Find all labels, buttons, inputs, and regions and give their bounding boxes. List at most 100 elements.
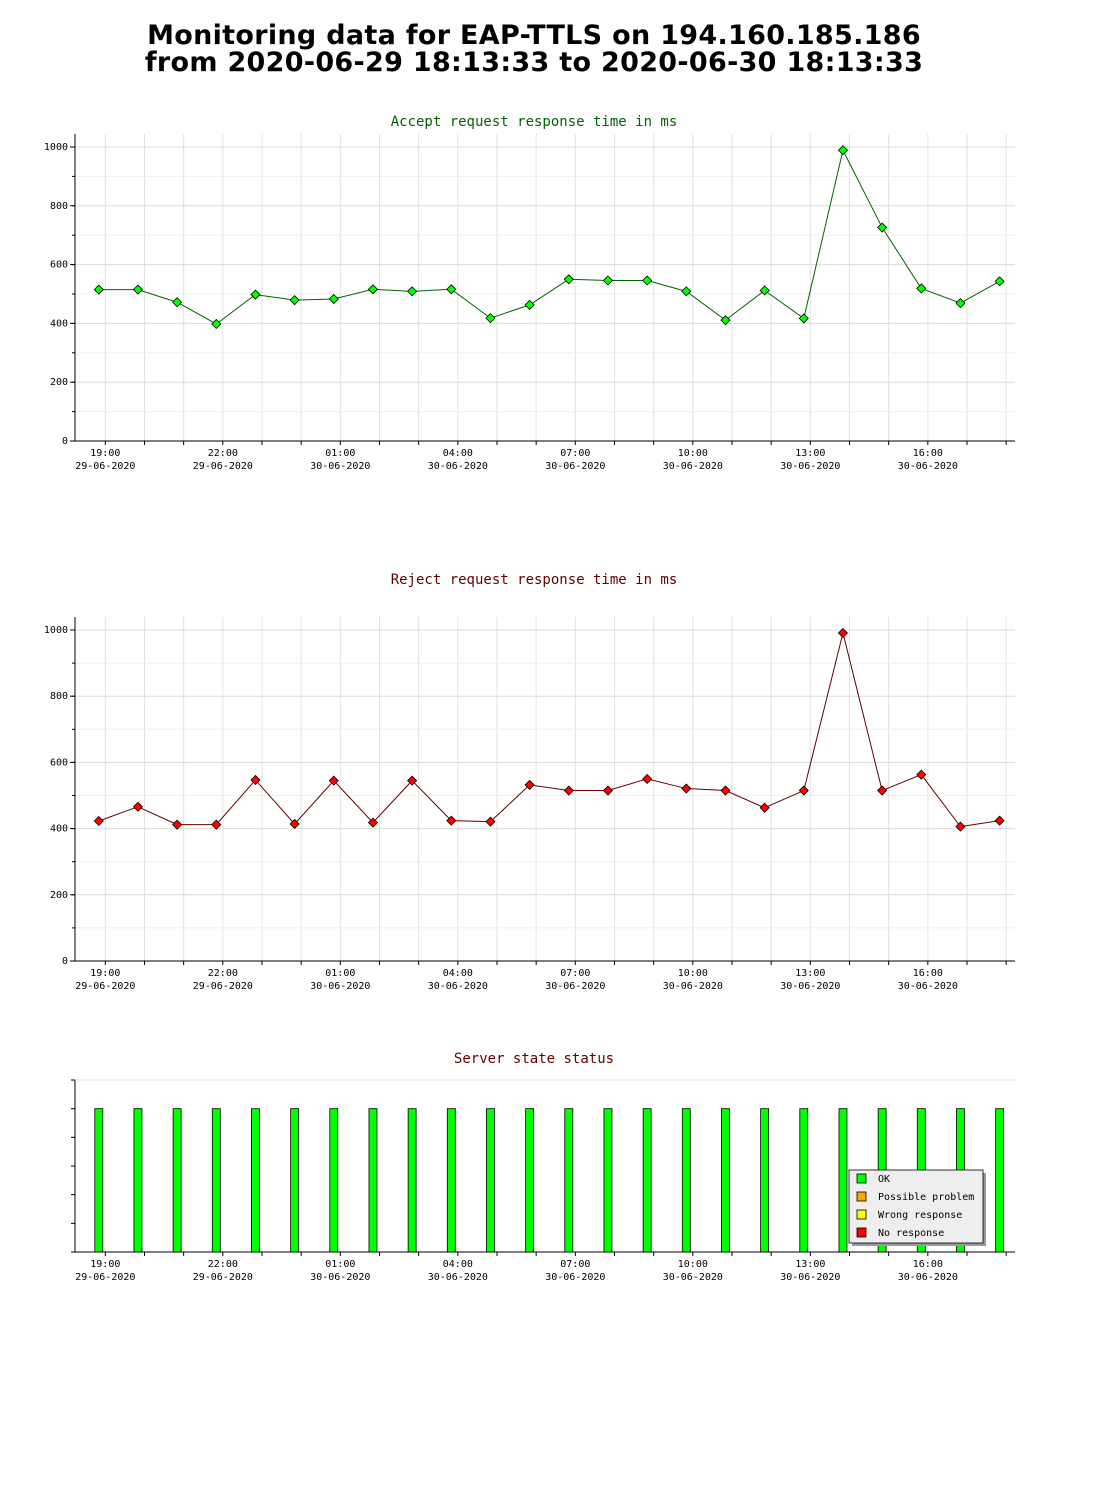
status-bar: [681, 1108, 691, 1253]
accept-chart-title: Accept request response time in ms: [391, 114, 678, 130]
status-bar: [290, 1108, 300, 1253]
y-tick-label: 1000: [44, 142, 68, 153]
series-line: [98, 632, 1000, 828]
data-point: [563, 274, 574, 285]
data-point: [250, 289, 261, 300]
data-point: [367, 284, 379, 295]
x-tick-time-label: 04:00: [443, 968, 473, 979]
legend-label: OK: [878, 1174, 890, 1185]
x-tick-date-label: 30-06-2020: [310, 461, 370, 472]
x-tick-time-label: 04:00: [443, 1259, 473, 1270]
x-tick-date-label: 29-06-2020: [193, 1272, 253, 1283]
legend-box: [848, 1169, 984, 1244]
data-point: [877, 785, 888, 796]
x-tick-date-label: 30-06-2020: [663, 461, 723, 472]
y-tick-label: 400: [50, 824, 68, 835]
x-tick-date-label: 30-06-2020: [898, 1272, 958, 1283]
x-tick-date-label: 30-06-2020: [545, 461, 605, 472]
data-point: [289, 818, 300, 830]
legend-swatch: [856, 1209, 867, 1220]
data-point: [642, 275, 653, 286]
x-tick-date-label: 30-06-2020: [898, 461, 958, 472]
y-tick-label: 400: [50, 318, 68, 329]
data-point: [759, 802, 770, 813]
data-point: [407, 286, 418, 297]
x-tick-time-label: 22:00: [208, 448, 238, 459]
x-tick-time-label: 07:00: [560, 968, 590, 979]
data-point: [563, 785, 574, 796]
data-point: [250, 774, 261, 786]
x-tick-date-label: 30-06-2020: [780, 1272, 840, 1283]
page-title-line1: Monitoring data for EAP-TTLS on 194.160.…: [147, 20, 921, 51]
accept-response-chart: Accept request response time in ms 0 200 4…: [44, 114, 1015, 472]
x-tick-date-label: 30-06-2020: [780, 461, 840, 472]
y-tick-label: 0: [62, 436, 68, 447]
x-tick-date-label: 29-06-2020: [75, 461, 135, 472]
status-bar: [838, 1108, 848, 1253]
x-tick-time-label: 22:00: [208, 1259, 238, 1270]
data-point: [994, 815, 1005, 826]
data-point: [446, 284, 457, 295]
data-point: [837, 145, 849, 156]
y-tick-label: 200: [50, 890, 68, 901]
x-tick-time-label: 04:00: [443, 448, 473, 459]
status-bar: [760, 1108, 770, 1253]
legend-label: Possible problem: [878, 1192, 974, 1203]
data-point: [132, 284, 144, 295]
x-tick-time-label: 07:00: [560, 448, 590, 459]
y-tick-label: 200: [50, 377, 68, 388]
legend-swatch: [856, 1173, 867, 1184]
data-point: [328, 293, 339, 305]
status-bar: [407, 1108, 417, 1253]
status-bar: [368, 1108, 378, 1253]
data-point: [642, 773, 653, 785]
x-tick-time-label: 01:00: [325, 448, 355, 459]
data-point: [681, 783, 692, 794]
data-point: [524, 299, 535, 310]
x-tick-date-label: 29-06-2020: [75, 1272, 135, 1283]
data-point: [93, 815, 104, 827]
status-bar: [603, 1108, 613, 1253]
x-tick-date-label: 30-06-2020: [663, 1272, 723, 1283]
data-point: [485, 816, 496, 827]
data-point: [407, 775, 418, 786]
data-point: [798, 785, 809, 796]
status-bar: [172, 1108, 182, 1253]
x-tick-time-label: 07:00: [560, 1259, 590, 1270]
x-tick-date-label: 30-06-2020: [663, 981, 723, 992]
status-bar: [251, 1108, 260, 1253]
y-tick-label: 600: [50, 260, 68, 271]
x-tick-date-label: 30-06-2020: [545, 981, 605, 992]
status-chart-title: Server state status: [454, 1051, 614, 1067]
y-tick-label: 0: [62, 956, 68, 967]
x-tick-time-label: 10:00: [678, 968, 708, 979]
x-tick-time-label: 19:00: [90, 968, 120, 979]
x-tick-date-label: 30-06-2020: [428, 981, 488, 992]
data-point: [172, 819, 183, 830]
data-point: [759, 285, 770, 296]
data-point: [877, 222, 888, 233]
x-tick-time-label: 16:00: [913, 1259, 943, 1270]
data-point: [916, 283, 927, 294]
data-point: [328, 775, 339, 786]
x-tick-time-label: 13:00: [795, 968, 825, 979]
data-point: [485, 313, 496, 324]
data-point: [367, 817, 379, 828]
data-point: [955, 821, 966, 832]
data-point: [798, 313, 809, 324]
data-point: [837, 627, 849, 639]
status-bar: [721, 1108, 730, 1253]
series-line: [98, 148, 1000, 325]
x-tick-time-label: 16:00: [913, 448, 943, 459]
x-tick-time-label: 19:00: [90, 1259, 120, 1270]
y-tick-label: 1000: [44, 625, 68, 636]
status-bar: [486, 1108, 495, 1253]
data-point: [446, 815, 457, 826]
x-tick-date-label: 30-06-2020: [428, 461, 488, 472]
data-point: [681, 286, 692, 297]
data-point: [289, 295, 300, 306]
x-tick-date-label: 30-06-2020: [780, 981, 840, 992]
data-point: [720, 315, 731, 326]
data-point: [916, 769, 927, 780]
